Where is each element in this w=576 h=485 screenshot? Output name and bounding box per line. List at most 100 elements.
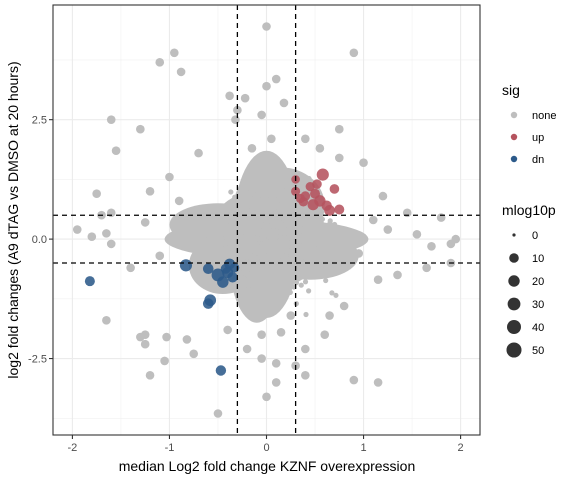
point-none	[262, 392, 271, 402]
point-none	[284, 256, 290, 262]
point-none	[226, 233, 232, 239]
legend-size-label: 10	[532, 253, 544, 265]
point-none	[263, 242, 269, 248]
point-none	[200, 233, 206, 239]
point-none	[246, 195, 252, 201]
point-none	[301, 134, 310, 144]
point-none	[189, 238, 195, 244]
point-none	[275, 288, 281, 295]
point-none	[293, 280, 300, 286]
point-none	[140, 218, 150, 227]
point-none	[249, 203, 255, 209]
y-tick-label: -2.5	[28, 354, 47, 366]
point-none	[325, 311, 334, 320]
point-none	[234, 209, 240, 215]
legend-sig-title: sig	[502, 82, 520, 98]
point-none	[265, 227, 271, 233]
point-none	[136, 124, 145, 134]
point-none	[276, 190, 282, 196]
point-none	[306, 267, 312, 273]
point-none	[252, 263, 258, 269]
point-none	[265, 191, 271, 197]
point-none	[178, 239, 185, 246]
point-none	[268, 218, 274, 224]
point-none	[349, 375, 359, 385]
point-none	[248, 288, 255, 294]
point-none	[243, 271, 249, 277]
point-none	[268, 203, 274, 209]
legend-label-dn: dn	[532, 154, 544, 166]
point-none	[334, 153, 344, 163]
point-none	[273, 256, 279, 262]
point-none	[288, 234, 294, 240]
point-none	[223, 325, 232, 335]
point-none	[136, 332, 145, 342]
legend-size-key	[509, 253, 519, 263]
point-none	[334, 124, 344, 134]
point-none	[295, 222, 301, 228]
point-none	[302, 279, 309, 285]
point-none	[284, 237, 290, 243]
point-none	[304, 216, 310, 222]
point-none	[359, 158, 368, 167]
x-tick-label: -1	[165, 442, 175, 454]
point-none	[290, 225, 297, 231]
point-none	[310, 216, 316, 222]
point-none	[218, 217, 224, 223]
point-none	[258, 286, 264, 293]
point-up	[312, 179, 322, 189]
point-none	[213, 233, 219, 239]
point-none	[278, 258, 285, 264]
x-tick-label: -2	[68, 442, 78, 454]
point-none	[262, 22, 271, 31]
legend-size-key	[506, 342, 522, 358]
point-none	[285, 215, 291, 221]
y-tick-label: 2.5	[32, 115, 47, 127]
point-none	[225, 91, 234, 101]
point-none	[252, 235, 259, 241]
point-none	[301, 370, 310, 380]
point-none	[252, 246, 258, 252]
point-none	[393, 270, 402, 280]
point-none	[308, 251, 315, 258]
point-none	[209, 239, 215, 245]
point-none	[227, 241, 234, 248]
legend-label-none: none	[532, 110, 556, 122]
point-none	[192, 257, 199, 263]
point-up	[298, 197, 309, 207]
point-none	[247, 144, 257, 153]
point-none	[253, 225, 260, 231]
point-none	[242, 228, 249, 234]
point-none	[295, 263, 301, 269]
point-none	[278, 249, 285, 255]
legend-sig: sig none up dn	[502, 82, 556, 166]
threshold-lines	[53, 5, 480, 435]
point-none	[323, 239, 329, 245]
point-none	[284, 242, 290, 248]
legend-size-label: 20	[532, 276, 544, 288]
point-none	[383, 225, 393, 234]
point-none	[303, 311, 309, 318]
point-none	[215, 255, 221, 261]
legend-size-key	[512, 233, 516, 237]
point-none	[302, 208, 308, 214]
legend-size-label: 40	[532, 322, 544, 334]
point-none	[329, 290, 335, 296]
point-none	[334, 237, 340, 243]
point-none	[279, 209, 285, 215]
point-none	[259, 249, 265, 255]
point-none	[236, 251, 242, 258]
point-none	[213, 409, 223, 418]
point-none	[250, 283, 256, 290]
point-none	[273, 228, 280, 234]
point-none	[281, 198, 287, 204]
point-none	[194, 148, 203, 158]
point-none	[233, 237, 239, 243]
point-none	[259, 257, 266, 263]
point-none	[260, 263, 266, 269]
point-dn	[217, 276, 229, 288]
point-none	[300, 249, 307, 255]
point-none	[102, 229, 111, 238]
point-none	[211, 280, 218, 286]
